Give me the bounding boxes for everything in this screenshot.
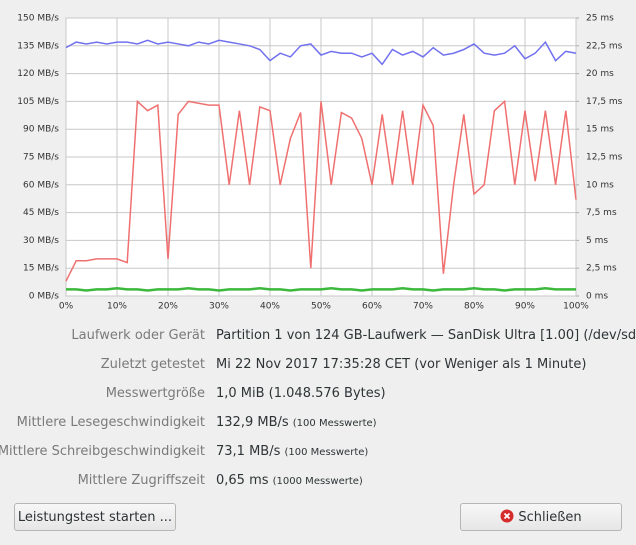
x-tick-label: 40% xyxy=(260,302,280,312)
y2-tick-label: 10 ms xyxy=(586,180,614,190)
detail-label: Mittlere Zugriffszeit xyxy=(77,473,205,488)
y-tick-label: 135 MB/s xyxy=(17,41,59,51)
y-tick-label: 0 MB/s xyxy=(29,292,60,302)
y2-tick-label: 12,5 ms xyxy=(586,153,623,163)
x-tick-label: 30% xyxy=(209,302,229,312)
detail-value: 1,0 MiB (1.048.576 Bytes) xyxy=(216,386,386,401)
detail-value: 73,1 MB/s (100 Messwerte) xyxy=(216,444,369,459)
y-tick-label: 75 MB/s xyxy=(23,153,59,163)
detail-row: Messwertgröße 1,0 MiB (1.048.576 Bytes) xyxy=(0,384,636,404)
y2-tick-label: 15 ms xyxy=(586,125,614,135)
x-tick-label: 70% xyxy=(413,302,433,312)
detail-label: Mittlere Lesegeschwindigkeit xyxy=(16,415,205,430)
x-tick-label: 20% xyxy=(158,302,178,312)
y2-tick-label: 5 ms xyxy=(586,236,608,246)
detail-label: Messwertgröße xyxy=(105,386,205,401)
detail-note: (100 Messwerte) xyxy=(292,418,377,429)
x-tick-label: 100% xyxy=(563,302,589,312)
y2-tick-label: 0 ms xyxy=(586,292,608,302)
detail-label: Laufwerk oder Gerät xyxy=(71,328,205,343)
y-tick-label: 15 MB/s xyxy=(23,264,59,274)
y-tick-label: 60 MB/s xyxy=(23,180,59,190)
x-tick-label: 10% xyxy=(107,302,127,312)
x-tick-label: 0% xyxy=(59,302,74,312)
y-tick-label: 120 MB/s xyxy=(17,69,59,79)
close-button[interactable]: Schließen xyxy=(460,503,622,531)
x-tick-label: 50% xyxy=(311,302,331,312)
y-tick-label: 150 MB/s xyxy=(17,14,59,24)
series-line xyxy=(66,286,576,292)
detail-row: Laufwerk oder Gerät Partition 1 von 124 G… xyxy=(0,326,636,346)
detail-value: 132,9 MB/s (100 Messwerte) xyxy=(216,415,377,430)
start-benchmark-button[interactable]: Leistungstest starten ... xyxy=(14,503,176,531)
button-label: Leistungstest starten ... xyxy=(17,510,173,525)
x-tick-label: 80% xyxy=(464,302,484,312)
detail-row: Mittlere Schreibgeschwindigkeit 73,1 MB/s… xyxy=(0,442,636,462)
detail-value: Mi 22 Nov 2017 17:35:28 CET (vor Weniger… xyxy=(216,357,587,372)
detail-label: Mittlere Schreibgeschwindigkeit xyxy=(0,444,205,459)
detail-row: Zuletzt getestet Mi 22 Nov 2017 17:35:28 … xyxy=(0,355,636,375)
y-tick-label: 30 MB/s xyxy=(23,236,59,246)
detail-value: 0,65 ms (1000 Messwerte) xyxy=(216,473,363,488)
y2-tick-label: 17,5 ms xyxy=(586,97,623,107)
detail-note: (100 Messwerte) xyxy=(284,447,369,458)
y-tick-label: 105 MB/s xyxy=(17,97,59,107)
x-tick-label: 90% xyxy=(515,302,535,312)
y-tick-label: 45 MB/s xyxy=(23,208,59,218)
detail-note: (1000 Messwerte) xyxy=(272,476,363,487)
series-line xyxy=(65,99,577,282)
x-tick-label: 60% xyxy=(362,302,382,312)
y2-tick-label: 20 ms xyxy=(586,69,614,79)
y2-tick-label: 22,5 ms xyxy=(586,41,623,51)
detail-row: Mittlere Lesegeschwindigkeit 132,9 MB/s (… xyxy=(0,413,636,433)
close-icon xyxy=(500,509,514,523)
y-tick-label: 90 MB/s xyxy=(23,125,59,135)
detail-value: Partition 1 von 124 GB-Laufwerk — SanDis… xyxy=(216,328,636,343)
series-line xyxy=(65,39,577,66)
y2-tick-label: 2,5 ms xyxy=(586,264,617,274)
benchmark-chart: 0 MB/s 15 MB/s 30 MB/s 45 MB/s 60 MB/s 75 MB/… xyxy=(17,14,623,312)
detail-row: Mittlere Zugriffszeit 0,65 ms (1000 Messw… xyxy=(0,471,636,491)
y2-tick-label: 25 ms xyxy=(586,14,614,24)
button-label: Schließen xyxy=(518,510,582,525)
y2-tick-label: 7,5 ms xyxy=(586,208,617,218)
detail-label: Zuletzt getestet xyxy=(100,357,205,372)
